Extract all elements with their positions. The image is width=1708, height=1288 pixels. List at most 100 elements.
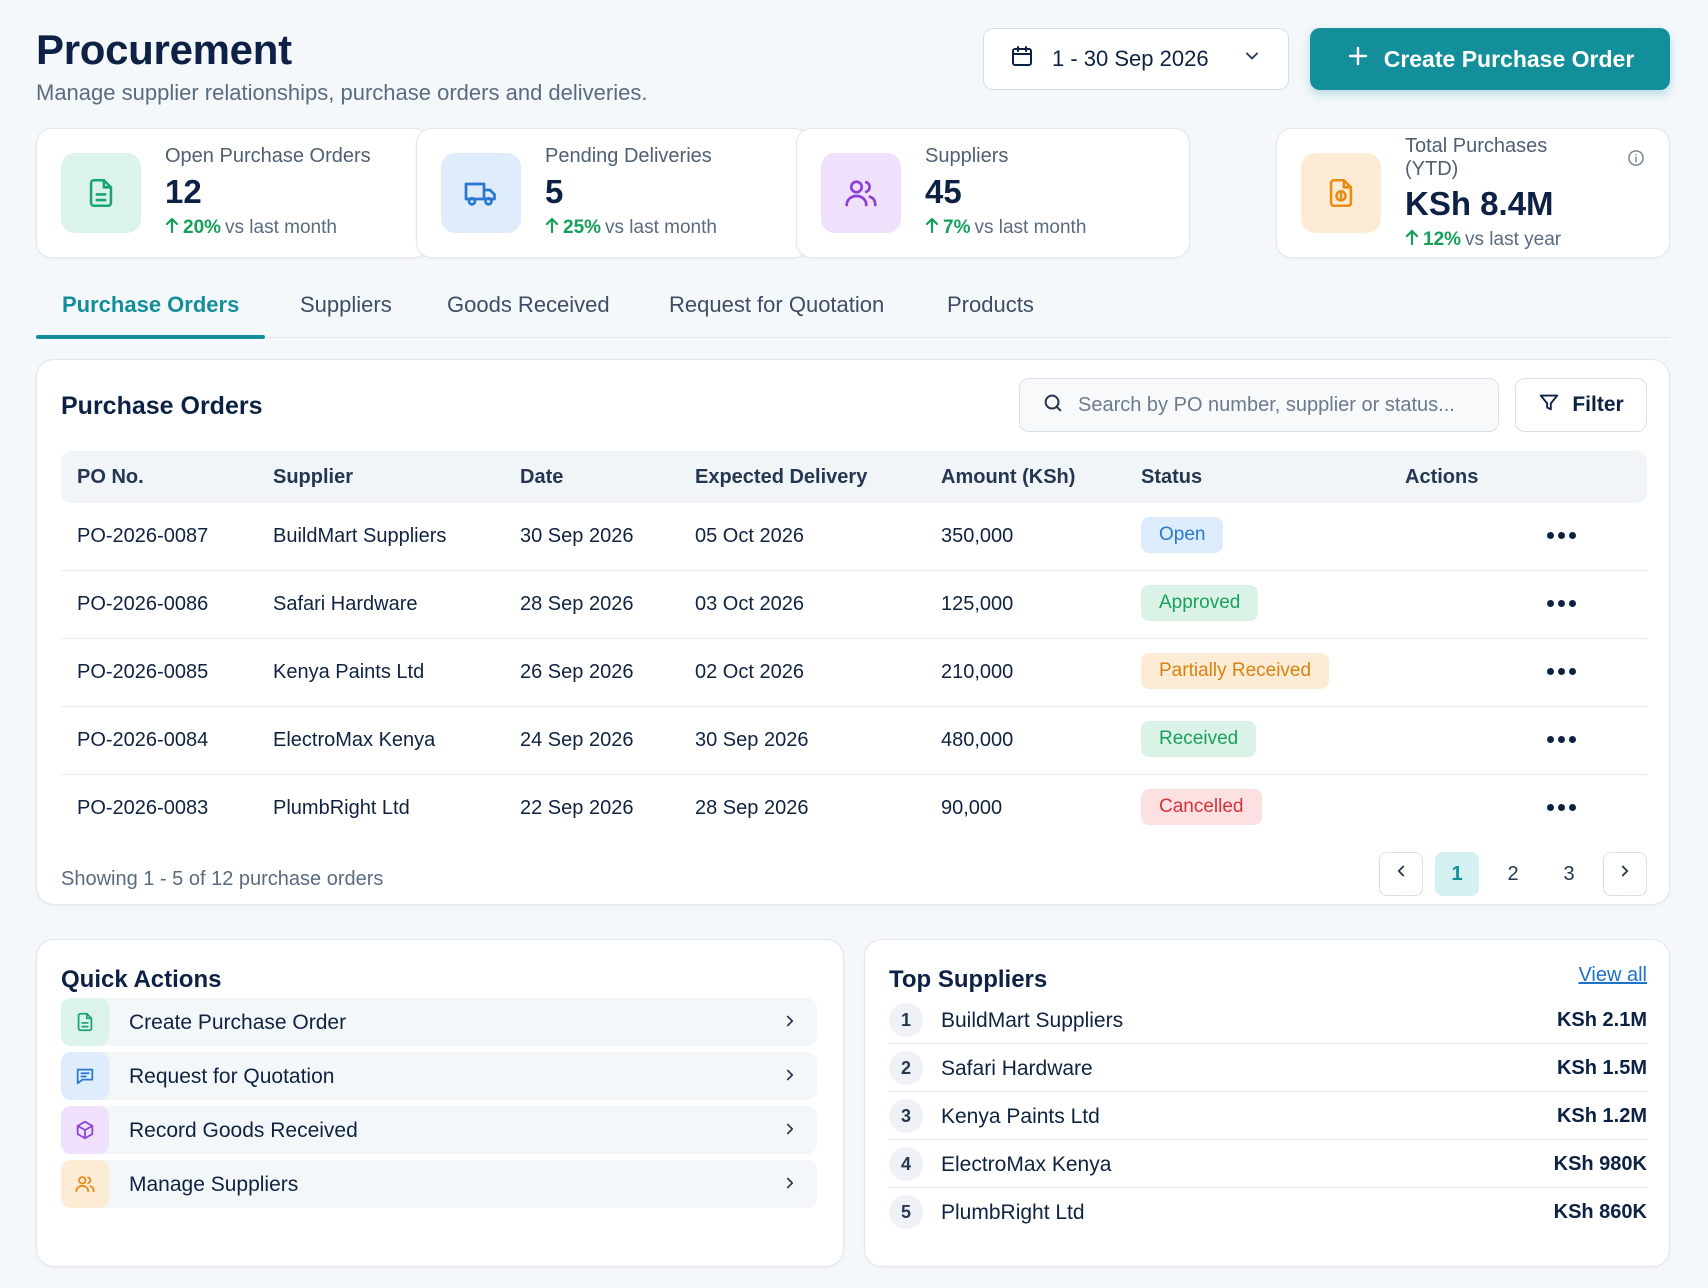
panel-title: Purchase Orders [61, 392, 263, 420]
column-header[interactable]: Date [520, 466, 564, 488]
supplier-name: BuildMart Suppliers [941, 1009, 1124, 1032]
po-number[interactable]: PO-2026-0083 [77, 797, 209, 819]
supplier-name: Kenya Paints Ltd [941, 1105, 1100, 1128]
document-icon [61, 153, 141, 233]
kpi-trend-text: vs last year [1465, 229, 1562, 250]
kpi-value: KSh 8.4M [1405, 185, 1554, 222]
more-actions-icon[interactable] [1543, 727, 1579, 751]
table-header: PO No. Supplier Date Expected Delivery A… [61, 451, 1647, 503]
supplier-list-item[interactable]: 4 ElectroMax Kenya KSh 980K [889, 1140, 1647, 1188]
table-row[interactable]: PO-2026-0084 ElectroMax Kenya 24 Sep 202… [61, 707, 1647, 775]
arrow-up-icon [1405, 229, 1419, 251]
supplier-amount: KSh 2.1M [1556, 1009, 1647, 1031]
quick-action-request-for-quotation[interactable]: Request for Quotation [61, 1052, 817, 1100]
quick-action-label: Request for Quotation [129, 1065, 335, 1088]
supplier-amount: KSh 1.2M [1556, 1105, 1647, 1127]
tab-products[interactable]: Products [947, 292, 1034, 317]
kpi-suppliers: Suppliers 45 7% vs last month [796, 128, 1190, 258]
view-all-link[interactable]: View all [1578, 964, 1647, 986]
kpi-label: Pending Deliveries [545, 145, 712, 167]
supplier-list-item[interactable]: 5 PlumbRight Ltd KSh 860K [889, 1188, 1647, 1236]
kpi-open-purchase-orders: Open Purchase Orders 12 20% vs last mont… [36, 128, 430, 258]
column-header[interactable]: Supplier [273, 466, 354, 488]
next-page-button[interactable] [1603, 852, 1647, 896]
box-icon [61, 1106, 109, 1154]
more-actions-icon[interactable] [1543, 795, 1579, 819]
table-row[interactable]: PO-2026-0086 Safari Hardware 28 Sep 2026… [61, 571, 1647, 639]
page-2-button[interactable]: 2 [1507, 862, 1519, 885]
po-number[interactable]: PO-2026-0087 [77, 525, 209, 547]
po-number[interactable]: PO-2026-0084 [77, 729, 209, 751]
quick-action-create-purchase-order[interactable]: Create Purchase Order [61, 998, 817, 1046]
filter-label: Filter [1572, 393, 1624, 416]
supplier-list-item[interactable]: 3 Kenya Paints Ltd KSh 1.2M [889, 1092, 1647, 1140]
column-header[interactable]: Expected Delivery [695, 466, 868, 488]
page-3-button[interactable]: 3 [1563, 862, 1575, 885]
arrow-up-icon [165, 217, 179, 239]
order-date: 26 Sep 2026 [520, 661, 634, 683]
users-icon [821, 153, 901, 233]
po-number[interactable]: PO-2026-0086 [77, 593, 209, 615]
chevron-left-icon [1392, 862, 1410, 886]
more-actions-icon[interactable] [1543, 523, 1579, 547]
kpi-cards: Open Purchase Orders 12 20% vs last mont… [36, 128, 1670, 258]
previous-page-button[interactable] [1379, 852, 1423, 896]
date-range-picker[interactable]: 1 - 30 Sep 2026 [983, 28, 1289, 90]
rank-badge: 4 [889, 1147, 923, 1181]
po-number[interactable]: PO-2026-0085 [77, 661, 209, 683]
filter-button[interactable]: Filter [1515, 378, 1647, 432]
kpi-label: Open Purchase Orders [165, 145, 371, 167]
create-purchase-order-button[interactable]: Create Purchase Order [1310, 28, 1670, 90]
top-suppliers-title: Top Suppliers [889, 966, 1048, 993]
tab-request-for-quotation[interactable]: Request for Quotation [669, 292, 885, 317]
quick-action-label: Record Goods Received [129, 1119, 358, 1142]
search-icon [1042, 392, 1064, 419]
info-icon[interactable] [1627, 149, 1645, 172]
tab-goods-received[interactable]: Goods Received [447, 292, 610, 317]
kpi-trend: 25% vs last month [545, 217, 717, 239]
more-actions-icon[interactable] [1543, 659, 1579, 683]
page-title: Procurement [36, 26, 292, 73]
column-header[interactable]: PO No. [77, 466, 144, 488]
search-box[interactable] [1019, 378, 1499, 432]
users-icon [61, 1160, 109, 1208]
chevron-down-icon [1242, 46, 1262, 72]
kpi-trend: 7% vs last month [925, 217, 1086, 239]
amount: 125,000 [941, 593, 1014, 615]
quick-action-manage-suppliers[interactable]: Manage Suppliers [61, 1160, 817, 1208]
table-row[interactable]: PO-2026-0083 PlumbRight Ltd 22 Sep 2026 … [61, 775, 1647, 843]
kpi-trend-percent: 25% [563, 217, 602, 238]
more-actions-icon[interactable] [1543, 591, 1579, 615]
page-header: Procurement Manage supplier relationship… [36, 26, 1670, 126]
supplier-amount: KSh 1.5M [1556, 1057, 1647, 1079]
kpi-total-purchases: Total Purchases (YTD) KSh 8.4M 12% vs la… [1276, 128, 1670, 258]
rank-badge: 3 [889, 1099, 923, 1133]
purchase-orders-panel: Purchase Orders Filter PO No. Supplier D… [36, 359, 1670, 905]
kpi-trend: 12% vs last year [1405, 229, 1561, 251]
order-date: 30 Sep 2026 [520, 525, 634, 547]
calendar-icon [1010, 44, 1034, 74]
kpi-trend-percent: 12% [1423, 229, 1462, 250]
column-header: Actions [1405, 466, 1479, 488]
column-header[interactable]: Status [1141, 466, 1203, 488]
rank-badge: 2 [889, 1051, 923, 1085]
table-row[interactable]: PO-2026-0085 Kenya Paints Ltd 26 Sep 202… [61, 639, 1647, 707]
chevron-right-icon [781, 1120, 799, 1143]
column-header[interactable]: Amount (KSh) [941, 466, 1076, 488]
kpi-trend-text: vs last month [974, 217, 1087, 238]
table-row[interactable]: PO-2026-0087 BuildMart Suppliers 30 Sep … [61, 503, 1647, 571]
tab-suppliers[interactable]: Suppliers [300, 292, 392, 317]
supplier-name: PlumbRight Ltd [273, 797, 410, 819]
chat-icon [61, 1052, 109, 1100]
amount: 210,000 [941, 661, 1014, 683]
supplier-name: Kenya Paints Ltd [273, 661, 425, 683]
page-1-button[interactable]: 1 [1435, 852, 1479, 896]
quick-actions-title: Quick Actions [61, 966, 222, 993]
supplier-list-item[interactable]: 1 BuildMart Suppliers KSh 2.1M [889, 996, 1647, 1044]
search-input[interactable] [1078, 393, 1478, 417]
amount: 350,000 [941, 525, 1014, 547]
quick-action-record-goods-received[interactable]: Record Goods Received [61, 1106, 817, 1154]
tab-purchase-orders[interactable]: Purchase Orders [35, 276, 266, 339]
expected-delivery: 30 Sep 2026 [695, 729, 809, 751]
supplier-list-item[interactable]: 2 Safari Hardware KSh 1.5M [889, 1044, 1647, 1092]
